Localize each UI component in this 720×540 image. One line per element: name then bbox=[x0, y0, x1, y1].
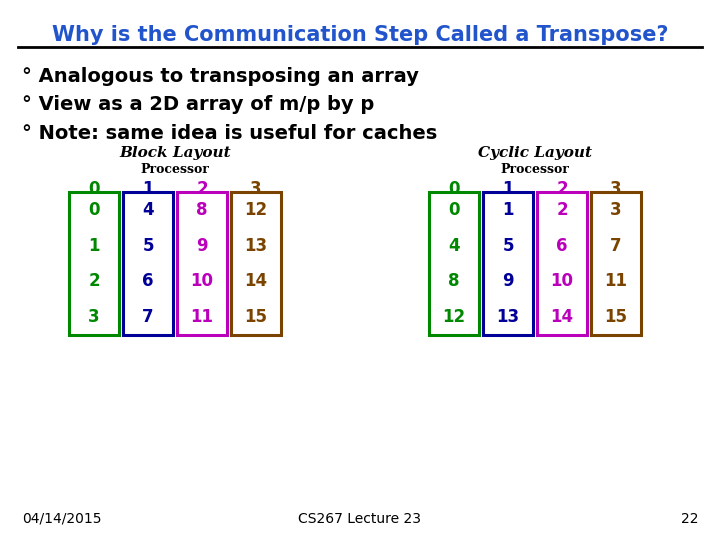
Text: Why is the Communication Step Called a Transpose?: Why is the Communication Step Called a T… bbox=[52, 25, 668, 45]
Text: 11: 11 bbox=[191, 308, 214, 326]
Bar bbox=[483, 192, 533, 335]
Bar bbox=[123, 192, 173, 335]
Text: 3: 3 bbox=[250, 180, 262, 198]
Text: Processor: Processor bbox=[500, 163, 570, 176]
Text: 7: 7 bbox=[142, 308, 154, 326]
Text: 1: 1 bbox=[503, 201, 514, 219]
Text: 12: 12 bbox=[244, 201, 268, 219]
Bar bbox=[429, 192, 479, 335]
Text: 0: 0 bbox=[449, 180, 460, 198]
Text: 1: 1 bbox=[143, 180, 154, 198]
Text: 1: 1 bbox=[89, 237, 100, 255]
Text: 3: 3 bbox=[88, 308, 100, 326]
Text: 0: 0 bbox=[89, 180, 100, 198]
Text: 3: 3 bbox=[610, 201, 622, 219]
Text: 4: 4 bbox=[142, 201, 154, 219]
Text: 22: 22 bbox=[680, 512, 698, 526]
Bar bbox=[177, 192, 227, 335]
Bar bbox=[537, 192, 587, 335]
Text: 15: 15 bbox=[245, 308, 268, 326]
Text: 6: 6 bbox=[557, 237, 568, 255]
Text: 8: 8 bbox=[449, 272, 460, 291]
Text: CS267 Lecture 23: CS267 Lecture 23 bbox=[299, 512, 421, 526]
Text: Processor: Processor bbox=[140, 163, 210, 176]
Text: 11: 11 bbox=[605, 272, 628, 291]
Text: 3: 3 bbox=[610, 180, 622, 198]
Text: 13: 13 bbox=[244, 237, 268, 255]
Text: 14: 14 bbox=[550, 308, 574, 326]
Text: 0: 0 bbox=[89, 201, 100, 219]
Text: 4: 4 bbox=[448, 237, 460, 255]
Text: 2: 2 bbox=[196, 180, 208, 198]
Text: 2: 2 bbox=[556, 180, 568, 198]
Text: 9: 9 bbox=[502, 272, 514, 291]
Text: 8: 8 bbox=[197, 201, 208, 219]
Text: 04/14/2015: 04/14/2015 bbox=[22, 512, 102, 526]
Text: ° Note: same idea is useful for caches: ° Note: same idea is useful for caches bbox=[22, 124, 437, 143]
Text: 5: 5 bbox=[143, 237, 154, 255]
Text: 0: 0 bbox=[449, 201, 460, 219]
Text: 9: 9 bbox=[196, 237, 208, 255]
Text: 2: 2 bbox=[556, 201, 568, 219]
Text: 12: 12 bbox=[442, 308, 466, 326]
Text: 2: 2 bbox=[88, 272, 100, 291]
Text: 7: 7 bbox=[610, 237, 622, 255]
Text: 10: 10 bbox=[551, 272, 574, 291]
Text: ° View as a 2D array of m/p by p: ° View as a 2D array of m/p by p bbox=[22, 95, 374, 114]
Bar bbox=[69, 192, 119, 335]
Text: 1: 1 bbox=[503, 180, 514, 198]
Text: Cyclic Layout: Cyclic Layout bbox=[478, 146, 592, 160]
Text: 5: 5 bbox=[503, 237, 514, 255]
Text: Block Layout: Block Layout bbox=[120, 146, 231, 160]
Bar bbox=[591, 192, 641, 335]
Text: ° Analogous to transposing an array: ° Analogous to transposing an array bbox=[22, 67, 419, 86]
Text: 14: 14 bbox=[244, 272, 268, 291]
Text: 10: 10 bbox=[191, 272, 214, 291]
Bar bbox=[231, 192, 281, 335]
Text: 6: 6 bbox=[143, 272, 154, 291]
Text: 13: 13 bbox=[496, 308, 520, 326]
Text: 15: 15 bbox=[605, 308, 628, 326]
